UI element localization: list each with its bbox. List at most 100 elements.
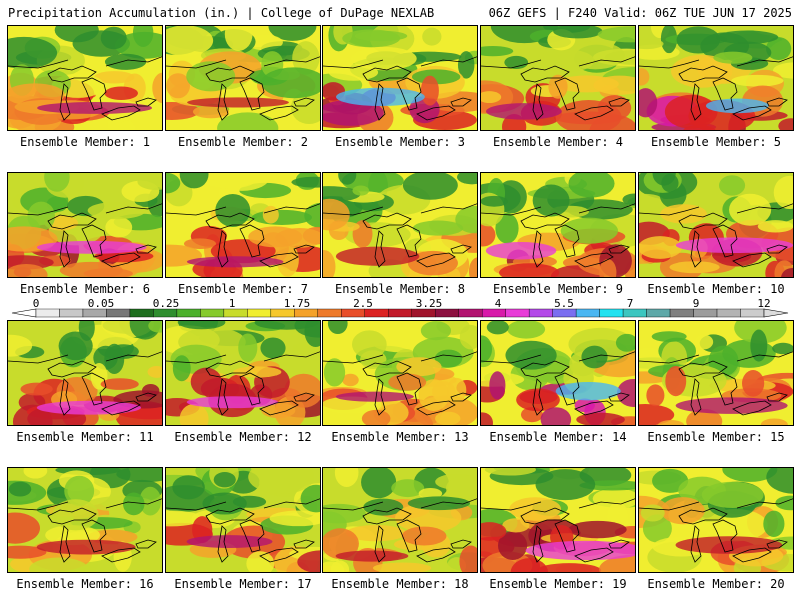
model-run-valid-time: 06Z GEFS | F240 Valid: 06Z TUE JUN 17 20…: [488, 6, 792, 20]
lake-outline: [205, 65, 255, 83]
lake-outline: [293, 244, 315, 254]
border-outline: [639, 203, 793, 216]
lake-outline: [101, 547, 141, 563]
lake-outline: [374, 83, 386, 121]
lake-outline: [712, 519, 738, 553]
border-outline: [481, 56, 635, 69]
lake-outline: [101, 400, 141, 416]
lake-outline: [732, 252, 772, 268]
legend-color-bin: [411, 308, 436, 318]
lake-outline: [81, 519, 107, 553]
legend-color-bin: [35, 308, 60, 318]
ensemble-member-map: [638, 320, 794, 426]
legend-tick-label: 12: [757, 297, 771, 310]
legend-color-bin: [294, 308, 319, 318]
ensemble-member-map: [165, 320, 321, 426]
lake-outline: [396, 77, 422, 111]
ensemble-member-map: [322, 467, 478, 573]
legend-min-arrow: [11, 308, 37, 318]
border-outline: [481, 203, 635, 216]
lake-outline: [416, 400, 456, 416]
lake-outline: [690, 83, 702, 121]
lake-outline: [520, 360, 570, 378]
ensemble-member-map: [638, 467, 794, 573]
border-outline: [481, 498, 635, 511]
map-title: Precipitation Accumulation (in.) | Colle…: [8, 6, 435, 20]
border-outline: [323, 351, 477, 364]
ensemble-member-label: Ensemble Member: 3: [334, 135, 466, 149]
precip-field: [166, 468, 320, 572]
ensemble-member-label: Ensemble Member: 9: [492, 282, 624, 296]
lake-outline: [374, 525, 386, 563]
legend-tick-label: 2.5: [353, 297, 373, 310]
legend-tick-label: 1.75: [283, 297, 311, 310]
lake-outline: [47, 212, 97, 230]
ensemble-member-label: Ensemble Member: 11: [16, 430, 154, 444]
lake-outline: [205, 360, 255, 378]
ensemble-member-map: [480, 467, 636, 573]
precip-field: [481, 468, 635, 572]
lake-outline: [59, 230, 71, 268]
lake-outline: [766, 392, 788, 402]
ensemble-member-map: [7, 320, 163, 426]
lake-outline: [766, 97, 788, 107]
ensemble-member-map: [480, 25, 636, 131]
legend-color-bin: [153, 308, 178, 318]
lake-outline: [293, 392, 315, 402]
precip-field: [639, 173, 793, 277]
legend-color-bin: [200, 308, 225, 318]
lake-outline: [47, 507, 97, 525]
ensemble-member-map: [7, 172, 163, 278]
lake-outline: [520, 212, 570, 230]
legend-color-bin: [646, 308, 671, 318]
precip-field: [166, 26, 320, 130]
lake-outline: [416, 105, 456, 121]
lake-outline: [532, 378, 544, 416]
legend-color-bin: [364, 308, 389, 318]
ensemble-member-label: Ensemble Member: 4: [492, 135, 624, 149]
border-outline: [481, 351, 635, 364]
lake-outline: [259, 105, 299, 121]
lake-outline: [532, 230, 544, 268]
border-outline: [323, 203, 477, 216]
border-outline: [639, 56, 793, 69]
border-outline: [639, 498, 793, 511]
lake-outline: [396, 372, 422, 406]
lake-outline: [678, 212, 728, 230]
legend-color-bin: [599, 308, 624, 318]
precip-field: [8, 26, 162, 130]
lake-outline: [766, 539, 788, 549]
lake-outline: [678, 507, 728, 525]
ensemble-member-map: [638, 25, 794, 131]
ensemble-member-map: [638, 172, 794, 278]
legend-color-bin: [176, 308, 201, 318]
precip-field: [639, 468, 793, 572]
precip-field: [481, 26, 635, 130]
border-outline: [166, 351, 320, 364]
lake-outline: [239, 372, 265, 406]
lake-outline: [259, 252, 299, 268]
lake-outline: [608, 392, 630, 402]
legend-color-bin: [59, 308, 84, 318]
legend-color-bin: [505, 308, 530, 318]
legend-color-bin: [317, 308, 342, 318]
legend-tick-label: 3.25: [415, 297, 443, 310]
legend-color-bin: [481, 308, 506, 318]
ensemble-member-label: Ensemble Member: 1: [19, 135, 151, 149]
legend-color-bin: [716, 308, 741, 318]
lake-outline: [396, 224, 422, 258]
legend-color-bin: [270, 308, 295, 318]
precip-field: [8, 321, 162, 425]
lake-outline: [239, 224, 265, 258]
legend-tick-label: 9: [692, 297, 700, 310]
precip-field: [323, 468, 477, 572]
lake-outline: [520, 507, 570, 525]
border-outline: [8, 498, 162, 511]
lake-outline: [59, 83, 71, 121]
lake-outline: [47, 65, 97, 83]
ensemble-member-map: [7, 467, 163, 573]
lake-outline: [362, 212, 412, 230]
ensemble-member-label: Ensemble Member: 20: [647, 577, 785, 591]
lake-outline: [362, 65, 412, 83]
legend-tick-label: 4: [494, 297, 502, 310]
